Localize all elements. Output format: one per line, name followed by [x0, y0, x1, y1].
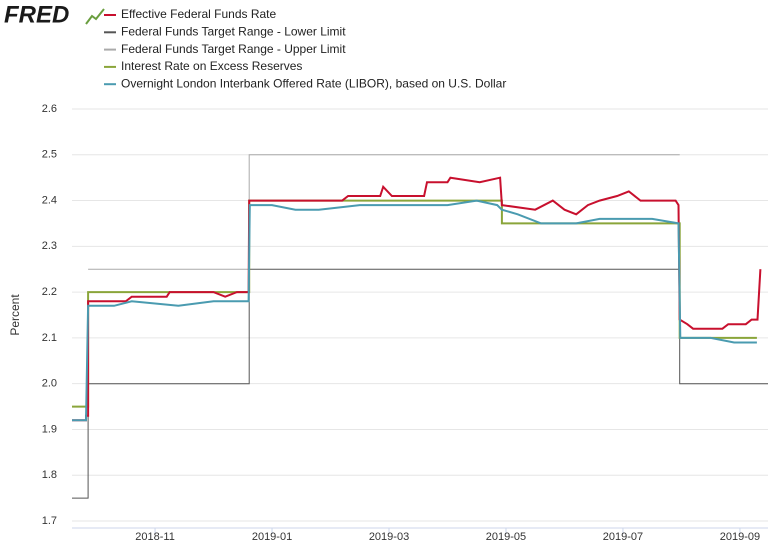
series-line — [72, 176, 762, 422]
y-tick-label: 2.2 — [42, 286, 57, 298]
x-tick-label: 2019-05 — [486, 531, 526, 543]
y-tick-label: 2.4 — [42, 194, 57, 206]
y-tick-label: 2.3 — [42, 240, 57, 252]
logo-icon — [85, 8, 105, 25]
x-tick-label: 2018-11 — [135, 531, 175, 543]
x-tick-label: 2019-09 — [720, 531, 760, 543]
y-tick-label: 1.7 — [42, 515, 57, 527]
x-tick-label: 2019-07 — [603, 531, 643, 543]
y-tick-label: 1.8 — [42, 469, 57, 481]
y-axis-label: Percent — [8, 294, 22, 336]
y-tick-label: 2.6 — [42, 103, 57, 115]
series-line — [72, 199, 757, 408]
legend-label: Federal Funds Target Range - Lower Limit — [121, 24, 346, 38]
x-tick-label: 2019-01 — [252, 531, 292, 543]
legend-label: Overnight London Interbank Offered Rate … — [121, 76, 506, 90]
series-line — [72, 268, 768, 499]
legend-label: Effective Federal Funds Rate — [121, 7, 277, 21]
logo: FRED — [4, 1, 69, 28]
x-tick-label: 2019-03 — [369, 531, 409, 543]
y-tick-label: 2.0 — [42, 378, 57, 390]
series-line — [72, 199, 757, 422]
legend-label: Federal Funds Target Range - Upper Limit — [121, 42, 346, 56]
y-tick-label: 1.9 — [42, 423, 57, 435]
y-tick-label: 2.1 — [42, 332, 57, 344]
series-line — [88, 154, 680, 270]
legend-label: Interest Rate on Excess Reserves — [121, 59, 302, 73]
plot-area — [71, 102, 769, 529]
y-tick-label: 2.5 — [42, 149, 57, 161]
